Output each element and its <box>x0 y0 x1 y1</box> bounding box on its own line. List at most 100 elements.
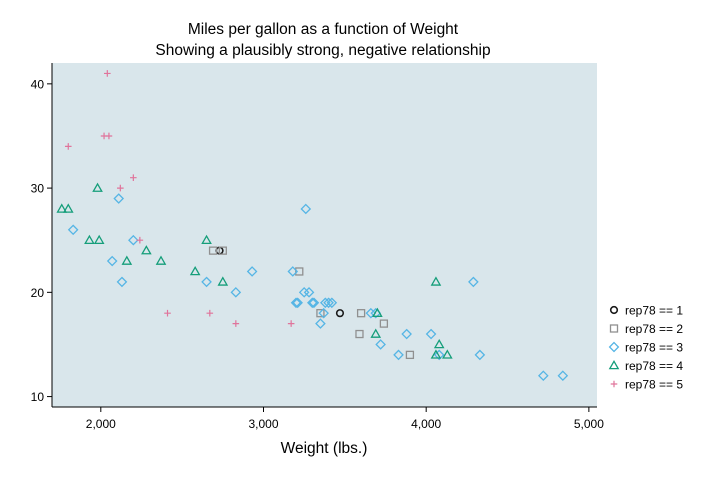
y-tick-label: 10 <box>31 390 45 404</box>
data-point <box>372 307 383 317</box>
data-point <box>306 297 318 309</box>
y-tick-label: 40 <box>31 77 45 91</box>
series-rep78-3 <box>67 193 569 382</box>
legend-item: rep78 == 5 <box>610 378 683 392</box>
data-point <box>557 370 569 382</box>
data-point <box>67 224 79 236</box>
data-point <box>308 297 320 309</box>
data-point <box>401 328 412 340</box>
data-point <box>217 276 229 286</box>
data-point <box>105 132 113 140</box>
x-axis-label: Weight (lbs.) <box>281 440 368 457</box>
data-point <box>287 266 299 277</box>
y-tick-label: 30 <box>31 182 45 196</box>
data-point <box>164 309 171 317</box>
data-point <box>130 174 137 181</box>
data-point <box>136 236 144 244</box>
data-point <box>218 246 227 255</box>
legend: rep78 == 1 rep78 == 2 rep78 == 3 rep78 == 4… <box>608 304 683 392</box>
data-point <box>104 70 111 77</box>
data-point <box>433 349 445 361</box>
data-point <box>393 349 404 361</box>
data-point <box>64 143 72 150</box>
data-point <box>316 309 325 318</box>
legend-label: rep78 == 5 <box>625 378 683 392</box>
data-point <box>128 234 139 246</box>
data-point <box>201 234 212 245</box>
legend-marker <box>609 324 619 333</box>
series-rep78-2 <box>208 246 415 360</box>
data-point <box>62 203 74 213</box>
chart-title: Miles per gallon as a function of Weight <box>188 21 459 38</box>
data-point <box>326 297 338 309</box>
series-rep78-4 <box>56 182 453 359</box>
data-point <box>295 267 304 276</box>
data-point <box>113 193 125 204</box>
data-point <box>355 329 364 339</box>
data-point <box>290 297 302 309</box>
data-point <box>430 349 442 359</box>
plot-area <box>52 63 597 407</box>
data-point <box>375 339 386 350</box>
data-point <box>430 276 442 286</box>
data-point <box>425 328 437 340</box>
data-point <box>315 318 326 329</box>
data-point <box>292 297 303 309</box>
data-point <box>206 309 214 317</box>
data-point <box>474 349 486 361</box>
data-point <box>208 246 218 255</box>
data-point <box>370 328 382 338</box>
data-point <box>356 309 366 318</box>
data-point <box>84 234 95 245</box>
legend-item: rep78 == 2 <box>609 322 683 336</box>
data-point <box>141 245 152 255</box>
data-point <box>92 182 103 192</box>
series-rep78-5 <box>64 70 295 327</box>
legend-marker <box>608 359 620 370</box>
data-point <box>116 276 128 288</box>
x-tick-label: 3,000 <box>248 417 278 431</box>
data-point <box>93 234 105 245</box>
data-point <box>405 350 415 360</box>
data-point <box>246 266 258 277</box>
data-point <box>155 255 167 265</box>
chart-subtitle: Showing a plausibly strong, negative rel… <box>155 42 490 59</box>
legend-marker <box>610 380 618 388</box>
legend-marker <box>608 341 620 353</box>
data-points <box>56 70 569 382</box>
legend-label: rep78 == 3 <box>625 341 683 355</box>
legend-label: rep78 == 2 <box>625 322 683 336</box>
data-point <box>433 338 445 349</box>
data-point <box>189 265 201 276</box>
x-tick-label: 2,000 <box>86 417 116 431</box>
data-point <box>442 349 453 359</box>
data-point <box>298 287 310 298</box>
x-tick-label: 5,000 <box>574 417 604 431</box>
data-point <box>365 307 377 319</box>
data-point <box>300 203 312 215</box>
data-point <box>335 309 345 318</box>
data-point <box>318 307 330 319</box>
data-point <box>537 370 549 382</box>
x-axis-ticks: 2,000 3,000 4,000 5,000 <box>86 407 604 431</box>
legend-item: rep78 == 1 <box>609 304 683 318</box>
legend-label: rep78 == 1 <box>625 304 683 318</box>
x-tick-label: 4,000 <box>411 417 441 431</box>
data-point <box>121 255 133 265</box>
data-point <box>379 319 389 328</box>
data-point <box>106 255 118 267</box>
data-point <box>230 287 242 298</box>
legend-item: rep78 == 4 <box>608 359 683 373</box>
legend-marker <box>609 305 619 315</box>
data-point <box>287 320 295 327</box>
y-axis-ticks: 10 20 30 40 <box>31 77 52 404</box>
y-tick-label: 20 <box>31 286 45 300</box>
data-point <box>232 320 240 327</box>
data-point <box>468 276 479 288</box>
data-point <box>56 203 68 213</box>
data-point <box>323 297 334 309</box>
data-point <box>117 184 124 192</box>
legend-item: rep78 == 3 <box>608 341 683 355</box>
